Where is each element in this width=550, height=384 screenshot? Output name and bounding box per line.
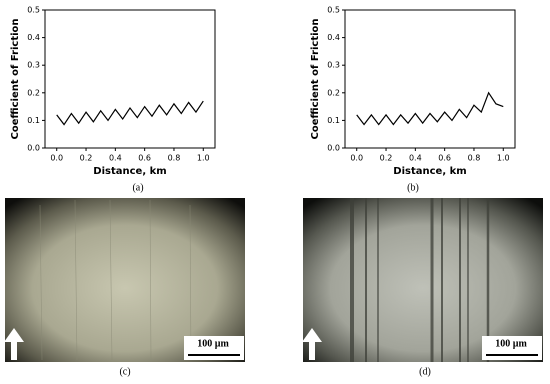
scale-bar-label: 100 µm xyxy=(495,338,527,349)
y-tick-label: 0.1 xyxy=(327,116,340,125)
y-tick-label: 0.4 xyxy=(327,33,340,42)
y-tick-label: 0.5 xyxy=(327,6,340,15)
panel-caption: (a) xyxy=(132,182,143,193)
y-tick-label: 0.2 xyxy=(327,88,340,97)
x-axis-label: Distance, km xyxy=(393,166,466,177)
y-tick-label: 0.1 xyxy=(27,116,40,125)
y-tick-label: 0.5 xyxy=(27,6,40,15)
x-tick-label: 0.0 xyxy=(50,154,63,163)
y-tick-label: 0.2 xyxy=(27,88,40,97)
friction-line xyxy=(56,100,204,126)
friction-line xyxy=(356,91,504,126)
panel-caption: (b) xyxy=(407,182,419,193)
scale-bar-label: 100 µm xyxy=(197,338,229,349)
y-tick-label: 0.4 xyxy=(27,33,40,42)
x-tick-label: 0.0 xyxy=(350,154,363,163)
x-tick-label: 0.6 xyxy=(438,154,451,163)
x-axis-label: Distance, km xyxy=(93,166,166,177)
y-axis-label: Coefficient of Friction xyxy=(310,18,321,139)
y-tick-label: 0.0 xyxy=(27,144,40,153)
x-tick-label: 0.2 xyxy=(380,154,393,163)
x-tick-label: 0.2 xyxy=(80,154,93,163)
y-tick-label: 0.3 xyxy=(27,61,40,70)
x-tick-label: 1.0 xyxy=(497,154,510,163)
micrograph-c xyxy=(4,198,245,362)
plot-frame xyxy=(344,9,516,149)
y-tick-label: 0.0 xyxy=(327,144,340,153)
micrograph-d xyxy=(302,198,543,362)
x-tick-label: 1.0 xyxy=(197,154,210,163)
x-tick-label: 0.6 xyxy=(138,154,151,163)
x-tick-label: 0.4 xyxy=(409,154,422,163)
panel-caption: (d) xyxy=(419,366,431,377)
plot-frame xyxy=(44,9,216,149)
x-tick-label: 0.4 xyxy=(109,154,122,163)
x-tick-label: 0.8 xyxy=(468,154,481,163)
x-tick-label: 0.8 xyxy=(168,154,181,163)
y-tick-label: 0.3 xyxy=(327,61,340,70)
panel-caption: (c) xyxy=(119,366,130,377)
y-axis-label: Coefficient of Friction xyxy=(10,18,21,139)
